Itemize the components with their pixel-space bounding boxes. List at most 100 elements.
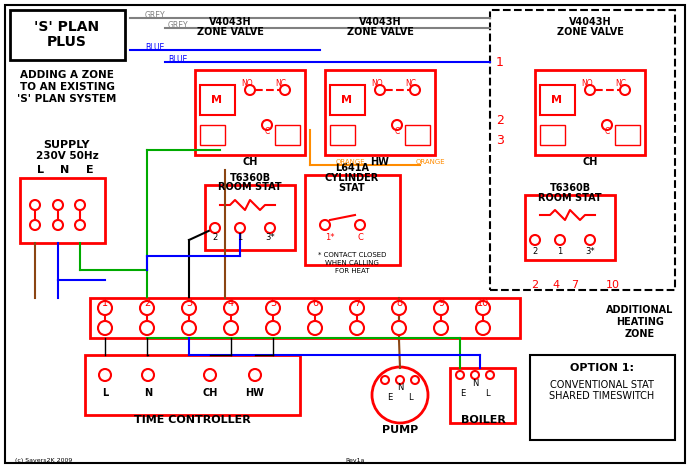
Text: L: L (37, 165, 43, 175)
Circle shape (530, 235, 540, 245)
Circle shape (98, 321, 112, 335)
Text: 3: 3 (496, 133, 504, 146)
Text: (c) Savers2K 2009: (c) Savers2K 2009 (15, 458, 72, 463)
Text: 3: 3 (186, 298, 192, 308)
Circle shape (620, 85, 630, 95)
Text: HW: HW (371, 157, 389, 167)
Text: E: E (86, 165, 94, 175)
Bar (305, 175, 400, 265)
Circle shape (140, 301, 154, 315)
Circle shape (98, 301, 112, 315)
Circle shape (381, 376, 389, 384)
Circle shape (75, 220, 85, 230)
Text: HW: HW (246, 388, 264, 398)
Text: L641A: L641A (335, 163, 369, 173)
Circle shape (456, 371, 464, 379)
Text: PUMP: PUMP (382, 425, 418, 435)
Text: V4043H: V4043H (208, 17, 251, 27)
Circle shape (355, 220, 365, 230)
Bar (540, 85, 575, 115)
Circle shape (266, 321, 280, 335)
Text: 4: 4 (553, 280, 560, 290)
Circle shape (262, 120, 272, 130)
Bar (530, 355, 675, 440)
Text: V4043H: V4043H (359, 17, 402, 27)
Text: M: M (212, 95, 222, 105)
Circle shape (75, 200, 85, 210)
Text: 2: 2 (533, 248, 538, 256)
Text: L: L (408, 394, 413, 402)
Text: SHARED TIMESWITCH: SHARED TIMESWITCH (549, 391, 655, 401)
Circle shape (585, 85, 595, 95)
Text: ZONE VALVE: ZONE VALVE (197, 27, 264, 37)
Text: ADDING A ZONE: ADDING A ZONE (20, 70, 114, 80)
Circle shape (375, 85, 385, 95)
Text: E: E (387, 394, 393, 402)
Circle shape (224, 301, 238, 315)
Text: PLUS: PLUS (47, 35, 87, 49)
Circle shape (555, 235, 565, 245)
Circle shape (320, 220, 330, 230)
Text: OPTION 1:: OPTION 1: (570, 363, 634, 373)
Text: 'S' PLAN: 'S' PLAN (34, 20, 99, 34)
Text: CH: CH (202, 388, 217, 398)
Text: C: C (357, 234, 363, 242)
Bar (90, 298, 520, 338)
Bar (325, 70, 435, 155)
Text: ZONE: ZONE (625, 329, 655, 339)
Text: BLUE: BLUE (145, 43, 164, 51)
Text: 1: 1 (102, 298, 108, 308)
Text: V4043H: V4043H (569, 17, 611, 27)
Text: M: M (342, 95, 353, 105)
Circle shape (265, 223, 275, 233)
Circle shape (142, 369, 154, 381)
Bar (85, 355, 300, 415)
Circle shape (266, 301, 280, 315)
Text: 'S' PLAN SYSTEM: 'S' PLAN SYSTEM (17, 94, 117, 104)
Circle shape (182, 321, 196, 335)
Text: 1: 1 (558, 248, 562, 256)
Circle shape (476, 301, 490, 315)
Text: 2: 2 (213, 234, 217, 242)
Circle shape (476, 321, 490, 335)
Text: 10: 10 (477, 298, 489, 308)
Text: 1: 1 (237, 234, 243, 242)
Circle shape (392, 321, 406, 335)
Circle shape (434, 301, 448, 315)
Bar (205, 185, 295, 250)
Text: 8: 8 (396, 298, 402, 308)
Text: FOR HEAT: FOR HEAT (335, 268, 369, 274)
Text: NC: NC (615, 80, 627, 88)
Text: 6: 6 (312, 298, 318, 308)
Text: 1*: 1* (325, 234, 335, 242)
Text: CH: CH (582, 157, 598, 167)
Text: GREY: GREY (168, 21, 188, 29)
Text: ROOM STAT: ROOM STAT (538, 193, 602, 203)
Text: ADDITIONAL: ADDITIONAL (607, 305, 673, 315)
Bar (405, 125, 430, 145)
Circle shape (434, 321, 448, 335)
Text: ZONE VALVE: ZONE VALVE (557, 27, 624, 37)
Text: ZONE VALVE: ZONE VALVE (346, 27, 413, 37)
Circle shape (396, 376, 404, 384)
Text: CONVENTIONAL STAT: CONVENTIONAL STAT (550, 380, 654, 390)
Text: 9: 9 (438, 298, 444, 308)
Text: WHEN CALLING: WHEN CALLING (325, 260, 379, 266)
Circle shape (30, 200, 40, 210)
Text: TO AN EXISTING: TO AN EXISTING (19, 82, 115, 92)
Text: 1: 1 (496, 56, 504, 68)
Text: NC: NC (406, 80, 417, 88)
Bar (200, 125, 225, 145)
Text: N: N (144, 388, 152, 398)
Bar (525, 195, 615, 260)
Circle shape (280, 85, 290, 95)
Text: E: E (460, 389, 466, 398)
Circle shape (585, 235, 595, 245)
Bar (200, 85, 235, 115)
Text: 5: 5 (270, 298, 276, 308)
Text: 230V 50Hz: 230V 50Hz (36, 151, 99, 161)
Circle shape (53, 220, 63, 230)
Circle shape (308, 301, 322, 315)
Text: 10: 10 (606, 280, 620, 290)
Text: ORANGE: ORANGE (415, 159, 445, 165)
